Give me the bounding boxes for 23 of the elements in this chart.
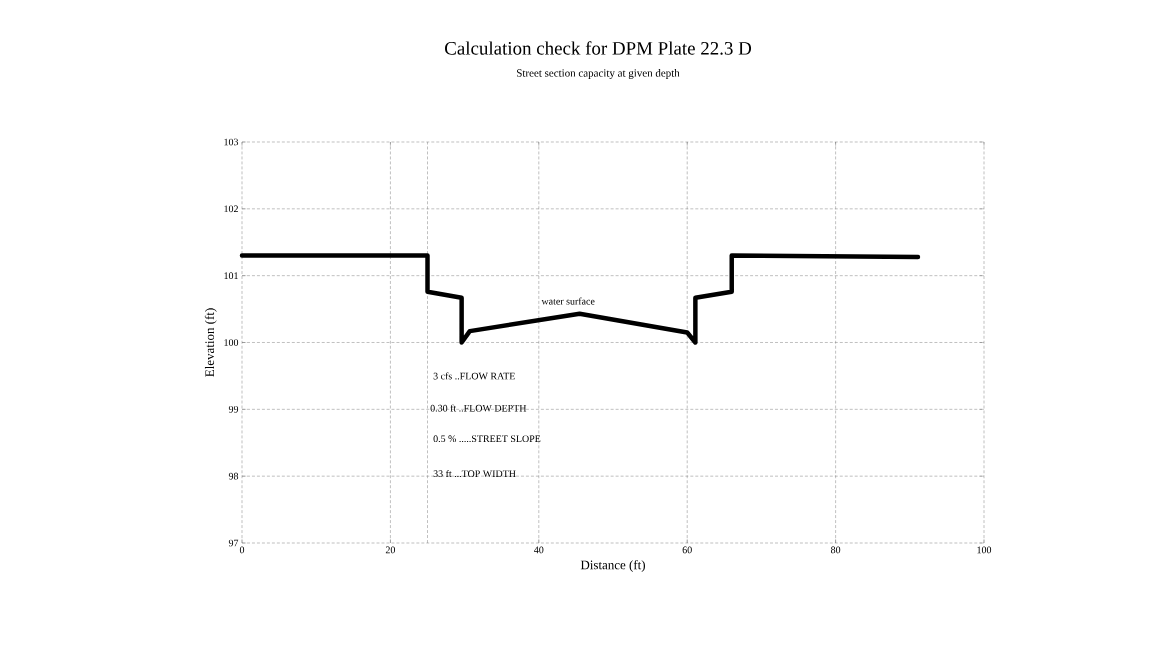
- y-tick-label: 102: [224, 205, 238, 213]
- x-tick-label: 0: [239, 546, 245, 554]
- x-tick-label: 40: [534, 546, 544, 554]
- x-axis-title: Distance (ft): [580, 560, 645, 572]
- line-series: [239, 253, 921, 345]
- annotation: 0.5 % .....STREET SLOPE: [433, 435, 541, 443]
- x-tick-label: 20: [385, 546, 396, 554]
- y-tick-label: 100: [224, 339, 239, 346]
- y-tick-label: 101: [224, 272, 238, 280]
- y-tick-label: 97: [228, 539, 239, 547]
- chart-subtitle: Street section capacity at given depth: [517, 69, 680, 79]
- annotation: 0.30 ft ..FLOW DEPTH: [430, 404, 527, 412]
- x-tick-label: 100: [977, 546, 992, 554]
- y-axis-title: Elevation (ft): [204, 308, 217, 377]
- y-tick-label: 98: [228, 472, 239, 480]
- y-tick-label: 103: [224, 138, 239, 146]
- x-tick-label: 60: [682, 546, 692, 554]
- annotation: 3 cfs ..FLOW RATE: [433, 372, 515, 380]
- annotation: 33 ft ...TOP WIDTH: [433, 469, 516, 478]
- chart-title: Calculation check for DPM Plate 22.3 D: [445, 41, 752, 55]
- x-tick-label: 80: [831, 546, 841, 554]
- y-tick-label: 99: [228, 405, 239, 413]
- annotation: water surface: [541, 297, 595, 305]
